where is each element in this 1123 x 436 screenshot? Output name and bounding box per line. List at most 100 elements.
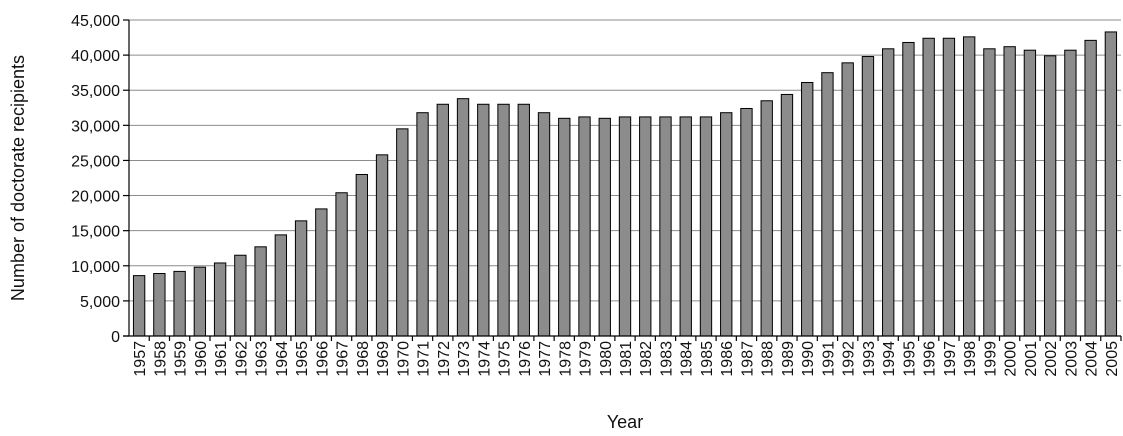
x-tick-label: 1966	[314, 341, 331, 377]
bar-1989	[780, 93, 794, 337]
bar-1981	[618, 116, 632, 337]
bar-1985	[699, 116, 713, 337]
x-tick-label: 1997	[942, 341, 959, 377]
bar-1966	[315, 208, 328, 337]
x-tick-label: 1976	[517, 341, 534, 377]
x-tick-label: 1974	[476, 341, 493, 377]
bar-1980	[598, 117, 611, 337]
x-tick-label: 1964	[274, 341, 291, 377]
x-tick-label: 2000	[1003, 341, 1020, 377]
y-tick-label: 20,000	[71, 189, 120, 206]
bar-1972	[436, 103, 449, 337]
x-tick-label: 1984	[679, 341, 696, 377]
y-tick-label: 40,000	[71, 48, 120, 65]
x-tick-label: 1990	[800, 341, 817, 377]
bar-1964	[274, 234, 288, 337]
bar-1974	[477, 103, 490, 337]
bar-1978	[558, 117, 571, 337]
bar-1990	[801, 82, 814, 337]
x-tick-label: 2002	[1043, 341, 1060, 377]
x-tick-label: 1985	[699, 341, 716, 377]
x-axis-title: Year	[607, 412, 643, 432]
y-axis-title: Number of doctorate recipients	[8, 55, 28, 301]
bar-1982	[639, 116, 652, 337]
bar-1992	[841, 62, 854, 337]
bars	[132, 31, 1118, 337]
bar-1969	[375, 154, 389, 337]
x-tick-label: 1999	[982, 341, 999, 377]
x-tick-label: 1994	[881, 341, 898, 377]
bar-1994	[882, 48, 895, 337]
bar-1963	[254, 246, 267, 337]
x-tick-label: 1983	[658, 341, 675, 377]
bar-1961	[213, 262, 227, 337]
axes	[123, 20, 1121, 337]
bar-1977	[537, 112, 551, 337]
bar-2001	[1023, 49, 1037, 337]
y-tick-label: 15,000	[71, 224, 120, 241]
x-tick-label: 1975	[497, 341, 514, 377]
x-tick-label: 1958	[152, 341, 169, 377]
x-tick-label: 1960	[193, 341, 210, 377]
x-tick-label: 1986	[719, 341, 736, 377]
bar-1959	[173, 270, 186, 337]
x-tick-label: 1957	[132, 341, 149, 377]
bar-1962	[234, 254, 247, 337]
bar-1976	[517, 103, 530, 337]
bar-1971	[416, 112, 429, 337]
bar-1965	[294, 220, 308, 337]
x-tick-label: 2003	[1063, 341, 1080, 377]
y-tick-label: 30,000	[71, 118, 120, 135]
x-tick-label: 1995	[901, 341, 918, 377]
bar-1991	[821, 72, 834, 337]
x-tick-label: 1982	[638, 341, 655, 377]
x-tick-label: 1987	[739, 341, 756, 377]
x-tick-label: 1989	[780, 341, 797, 377]
y-tick-label: 0	[111, 329, 120, 346]
x-tick-label: 1972	[436, 341, 453, 377]
bar-1968	[355, 173, 368, 337]
x-tick-label: 1992	[841, 341, 858, 377]
x-tick-label: 1981	[618, 341, 635, 377]
x-tick-label: 2001	[1023, 341, 1040, 377]
x-tick-label: 1962	[233, 341, 250, 377]
x-tick-label: 1959	[173, 341, 190, 377]
bar-2005	[1104, 31, 1118, 337]
bar-1960	[193, 266, 207, 337]
bar-1975	[497, 103, 510, 337]
x-tick-label: 1965	[294, 341, 311, 377]
bar-1970	[396, 128, 409, 337]
x-tick-label: 1991	[820, 341, 837, 377]
x-tick-label: 1993	[861, 341, 878, 377]
bar-1995	[902, 41, 915, 337]
x-tick-label: 1971	[416, 341, 433, 377]
bar-2004	[1084, 39, 1097, 337]
x-tick-label: 2004	[1084, 341, 1101, 377]
y-tick-label: 25,000	[71, 153, 120, 170]
bar-1984	[679, 116, 692, 337]
bar-1996	[922, 37, 935, 337]
x-tick-label: 1961	[213, 341, 230, 377]
bar-1986	[720, 112, 733, 337]
x-tick-label: 1977	[537, 341, 554, 377]
bar-1957	[132, 275, 146, 337]
x-tick-label: 1973	[456, 341, 473, 377]
x-tick-label: 1963	[254, 341, 271, 377]
bar-2002	[1043, 55, 1057, 337]
bar-1987	[740, 107, 753, 337]
bar-1967	[335, 192, 348, 337]
x-tick-label: 1967	[335, 341, 352, 377]
x-tick-label: 1979	[578, 341, 595, 377]
bar-2003	[1064, 49, 1077, 337]
bar-1958	[153, 273, 166, 337]
y-tick-label: 10,000	[71, 259, 120, 276]
x-tick-label: 1970	[395, 341, 412, 377]
bar-2000	[1003, 46, 1016, 337]
x-tick-label: 1988	[760, 341, 777, 377]
x-tick-label: 1968	[355, 341, 372, 377]
bar-1979	[578, 116, 591, 337]
x-tick-label: 1969	[375, 341, 392, 377]
x-tick-label: 2005	[1104, 341, 1121, 377]
bar-1993	[861, 56, 875, 337]
